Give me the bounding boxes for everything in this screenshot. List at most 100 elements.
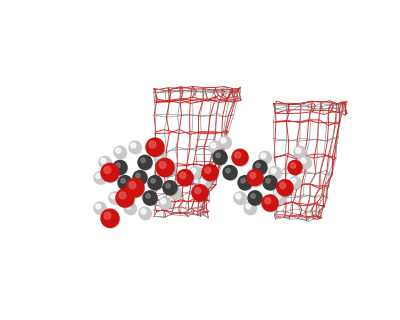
- Circle shape: [192, 185, 208, 201]
- Circle shape: [288, 160, 302, 175]
- Circle shape: [177, 170, 193, 186]
- Circle shape: [264, 177, 278, 190]
- Circle shape: [249, 171, 264, 187]
- Circle shape: [126, 179, 144, 197]
- Circle shape: [170, 188, 182, 200]
- Circle shape: [210, 142, 222, 154]
- Circle shape: [238, 176, 252, 190]
- Circle shape: [236, 194, 241, 199]
- Circle shape: [129, 182, 136, 189]
- Circle shape: [94, 172, 106, 184]
- Circle shape: [300, 157, 312, 169]
- Circle shape: [139, 157, 153, 170]
- Circle shape: [118, 176, 132, 190]
- Text: alamy - D7C7XY: alamy - D7C7XY: [149, 301, 251, 314]
- Circle shape: [241, 179, 245, 183]
- Circle shape: [131, 143, 136, 148]
- Circle shape: [158, 160, 175, 178]
- Circle shape: [169, 187, 181, 199]
- Circle shape: [263, 176, 277, 190]
- Circle shape: [296, 148, 301, 153]
- Circle shape: [138, 155, 152, 170]
- Circle shape: [224, 167, 238, 180]
- Circle shape: [275, 193, 286, 205]
- Circle shape: [253, 160, 267, 175]
- Circle shape: [149, 141, 156, 148]
- Circle shape: [159, 162, 166, 168]
- Circle shape: [290, 163, 296, 168]
- Circle shape: [262, 195, 278, 211]
- Circle shape: [128, 180, 145, 198]
- Circle shape: [119, 192, 126, 199]
- Circle shape: [134, 172, 148, 186]
- Circle shape: [125, 203, 136, 215]
- Circle shape: [136, 173, 140, 178]
- Circle shape: [214, 152, 228, 165]
- Circle shape: [289, 177, 301, 189]
- Circle shape: [104, 166, 111, 173]
- Circle shape: [250, 172, 256, 179]
- Circle shape: [119, 177, 133, 190]
- Circle shape: [116, 163, 120, 168]
- Circle shape: [94, 202, 106, 214]
- Circle shape: [234, 151, 249, 166]
- Circle shape: [219, 136, 231, 148]
- Circle shape: [291, 179, 296, 184]
- Circle shape: [201, 179, 206, 184]
- Circle shape: [99, 156, 111, 169]
- Circle shape: [150, 177, 163, 190]
- Circle shape: [146, 194, 150, 198]
- Circle shape: [274, 192, 286, 204]
- Circle shape: [232, 149, 248, 165]
- Circle shape: [200, 178, 212, 189]
- Circle shape: [199, 177, 211, 189]
- Circle shape: [111, 194, 116, 199]
- Circle shape: [191, 168, 196, 173]
- Circle shape: [301, 158, 306, 163]
- Circle shape: [116, 148, 121, 153]
- Circle shape: [248, 191, 262, 205]
- Circle shape: [290, 178, 302, 189]
- Circle shape: [290, 162, 303, 175]
- Circle shape: [189, 166, 201, 179]
- Circle shape: [104, 212, 111, 219]
- Circle shape: [195, 188, 201, 194]
- Circle shape: [259, 151, 271, 164]
- Circle shape: [204, 166, 219, 181]
- Circle shape: [140, 208, 152, 220]
- Circle shape: [245, 203, 257, 215]
- Circle shape: [114, 162, 128, 175]
- Circle shape: [166, 163, 171, 168]
- Circle shape: [205, 167, 211, 173]
- Circle shape: [129, 141, 141, 153]
- Circle shape: [95, 173, 106, 184]
- Circle shape: [103, 211, 120, 228]
- Circle shape: [235, 152, 241, 158]
- Circle shape: [133, 171, 147, 185]
- Circle shape: [256, 163, 260, 168]
- Circle shape: [146, 138, 164, 156]
- Circle shape: [118, 191, 135, 208]
- Circle shape: [202, 164, 218, 181]
- Circle shape: [124, 202, 136, 214]
- Circle shape: [194, 186, 209, 202]
- Circle shape: [260, 152, 272, 164]
- Circle shape: [271, 168, 276, 173]
- Circle shape: [165, 163, 177, 174]
- Circle shape: [109, 192, 121, 204]
- Circle shape: [139, 207, 151, 219]
- Circle shape: [100, 157, 112, 169]
- Circle shape: [96, 204, 101, 209]
- Circle shape: [126, 204, 131, 209]
- Circle shape: [101, 164, 119, 182]
- Circle shape: [276, 194, 281, 199]
- Circle shape: [190, 168, 202, 179]
- Circle shape: [178, 171, 194, 187]
- Circle shape: [164, 182, 178, 196]
- Circle shape: [209, 141, 221, 153]
- Circle shape: [247, 170, 263, 186]
- Circle shape: [171, 188, 176, 194]
- Circle shape: [221, 138, 226, 143]
- Circle shape: [254, 162, 268, 175]
- Circle shape: [163, 181, 177, 195]
